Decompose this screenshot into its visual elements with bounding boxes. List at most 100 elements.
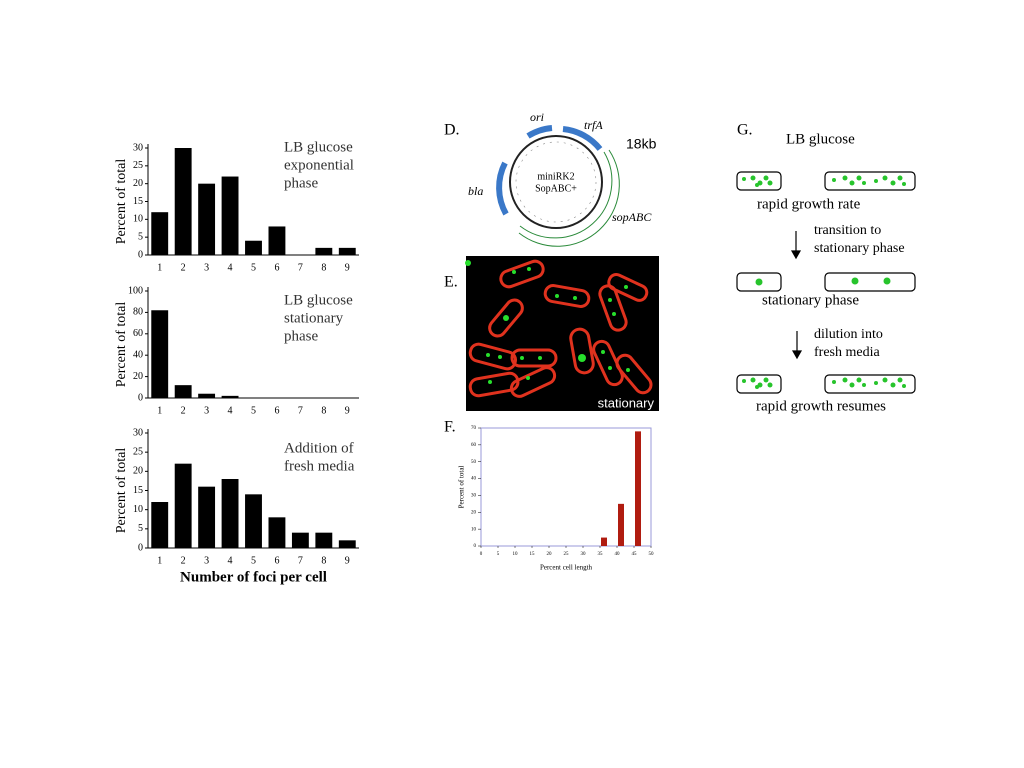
y-tick-label: 15 bbox=[133, 485, 143, 496]
y-tick-label: 5 bbox=[138, 523, 143, 534]
gene-arc bbox=[526, 125, 553, 139]
annotation: exponential bbox=[284, 157, 354, 173]
y-tick-label: 0 bbox=[474, 544, 477, 549]
bar bbox=[221, 395, 239, 398]
x-tick-label: 25 bbox=[564, 552, 570, 557]
y-tick-label: 30 bbox=[133, 142, 143, 153]
annotation: Addition of bbox=[284, 440, 354, 456]
x-tick-label: 7 bbox=[298, 262, 303, 273]
x-tick-label: 40 bbox=[615, 552, 621, 557]
condition: LB glucose bbox=[786, 131, 855, 147]
y-axis-label: Percent of total bbox=[114, 302, 129, 388]
x-tick-label: 1 bbox=[157, 262, 162, 273]
y-axis-label: Percent of total bbox=[458, 466, 466, 509]
x-tick-label: 0 bbox=[480, 552, 483, 557]
bar bbox=[198, 183, 216, 255]
y-tick-label: 70 bbox=[471, 426, 477, 431]
x-tick-label: 7 bbox=[298, 555, 303, 566]
bar bbox=[151, 212, 169, 255]
transition-label: fresh media bbox=[814, 345, 880, 360]
x-tick-label: 1 bbox=[157, 555, 162, 566]
bar bbox=[198, 486, 216, 548]
y-tick-label: 100 bbox=[128, 285, 143, 296]
x-axis-label: Percent cell length bbox=[540, 564, 593, 572]
cells bbox=[468, 259, 653, 398]
annotation: fresh media bbox=[284, 458, 355, 474]
gene-label: ori bbox=[530, 110, 544, 124]
y-axis-label: Percent of total bbox=[114, 159, 129, 245]
foci bbox=[465, 260, 630, 384]
y-tick-label: 10 bbox=[133, 504, 143, 515]
y-tick-label: 50 bbox=[471, 460, 477, 465]
x-tick-label: 4 bbox=[228, 262, 233, 273]
y-tick-label: 0 bbox=[138, 542, 143, 553]
gene-arc bbox=[518, 149, 620, 247]
y-tick-label: 25 bbox=[133, 160, 143, 171]
x-tick-label: 6 bbox=[274, 405, 279, 416]
y-tick-label: 30 bbox=[471, 494, 477, 499]
x-tick-label: 5 bbox=[251, 262, 256, 273]
gene-arc bbox=[562, 126, 603, 151]
x-tick-label: 45 bbox=[632, 552, 638, 557]
x-tick-label: 30 bbox=[581, 552, 587, 557]
y-tick-label: 30 bbox=[133, 427, 143, 438]
y-tick-label: 20 bbox=[133, 466, 143, 477]
step-label: stationary phase bbox=[762, 292, 859, 308]
y-tick-label: 15 bbox=[133, 196, 143, 207]
bar bbox=[268, 226, 286, 255]
x-tick-label: 5 bbox=[497, 552, 500, 557]
x-tick-label: 8 bbox=[321, 405, 326, 416]
bar bbox=[315, 532, 333, 548]
x-tick-label: 6 bbox=[274, 262, 279, 273]
y-axis-label: Percent of total bbox=[114, 448, 129, 534]
bar bbox=[198, 393, 216, 398]
x-tick-label: 15 bbox=[530, 552, 536, 557]
x-tick-label: 2 bbox=[181, 262, 186, 273]
panel-label: E. bbox=[444, 274, 458, 291]
gene-label: trfA bbox=[584, 118, 603, 132]
x-tick-label: 9 bbox=[345, 405, 350, 416]
panel-label: G. bbox=[737, 122, 753, 139]
gene-arc bbox=[519, 151, 613, 239]
plasmid-scale bbox=[515, 141, 597, 223]
x-tick-label: 7 bbox=[298, 405, 303, 416]
bar bbox=[245, 494, 262, 548]
bar bbox=[174, 463, 192, 548]
annotation: stationary bbox=[284, 310, 344, 326]
x-tick-label: 5 bbox=[251, 555, 256, 566]
y-tick-label: 0 bbox=[138, 249, 143, 260]
panel-label: D. bbox=[444, 122, 460, 139]
bar bbox=[268, 517, 286, 548]
x-tick-label: 6 bbox=[274, 555, 279, 566]
x-tick-label: 50 bbox=[649, 552, 655, 557]
x-tick-label: 3 bbox=[204, 262, 209, 273]
annotation: phase bbox=[284, 175, 318, 191]
foci bbox=[742, 175, 906, 389]
transition-label: dilution into bbox=[814, 327, 883, 342]
annotation: LB glucose bbox=[284, 139, 353, 155]
gene-label: bla bbox=[468, 184, 483, 198]
y-tick-label: 20 bbox=[471, 510, 477, 515]
step-label: rapid growth rate bbox=[757, 196, 861, 212]
plasmid-circle bbox=[509, 135, 603, 229]
bar bbox=[291, 532, 309, 548]
y-tick-label: 20 bbox=[133, 178, 143, 189]
x-tick-label: 9 bbox=[345, 262, 350, 273]
y-tick-label: 25 bbox=[133, 446, 143, 457]
x-tick-label: 3 bbox=[204, 405, 209, 416]
x-tick-label: 9 bbox=[345, 555, 350, 566]
bar bbox=[151, 310, 169, 398]
y-tick-label: 20 bbox=[133, 371, 143, 382]
plasmid-name: SopABC+ bbox=[535, 183, 577, 194]
x-tick-label: 2 bbox=[181, 555, 186, 566]
bar bbox=[338, 247, 356, 255]
y-tick-label: 60 bbox=[133, 328, 143, 339]
bar bbox=[601, 537, 607, 546]
step-label: rapid growth resumes bbox=[756, 398, 886, 414]
y-tick-label: 60 bbox=[471, 443, 477, 448]
arrows bbox=[790, 231, 803, 360]
y-tick-label: 10 bbox=[471, 527, 477, 532]
x-tick-label: 8 bbox=[321, 262, 326, 273]
transition-label: stationary phase bbox=[814, 241, 905, 256]
